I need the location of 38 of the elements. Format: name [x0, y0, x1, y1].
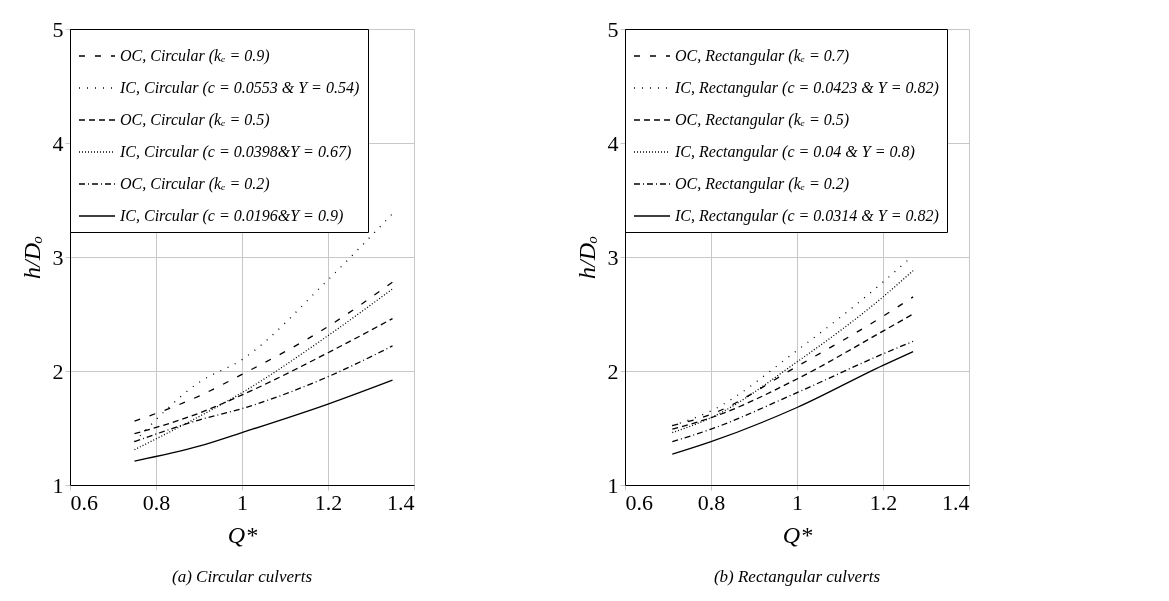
legend-label: IC, Circular (c = 0.0553 & Y = 0.54)	[119, 79, 360, 97]
legend-label: IC, Circular (c = 0.0398&Y = 0.67)	[119, 143, 352, 161]
x-tick-label: 0.8	[697, 489, 726, 515]
y-tick-label: 1	[52, 472, 64, 498]
y-tick-label: 4	[52, 130, 64, 156]
x-tick-label: 1	[237, 489, 248, 515]
x-tick-label: 1.4	[942, 489, 970, 515]
text: (a) Circular culverts	[171, 567, 313, 586]
y-axis-title: h/Dₒ	[573, 235, 600, 279]
y-tick-label: 2	[607, 358, 619, 384]
y-tick-label: 4	[607, 130, 619, 156]
y-tick-label: 3	[607, 244, 619, 270]
x-tick-label: 1.2	[869, 489, 898, 515]
x-tick-label: 1.2	[314, 489, 343, 515]
x-tick-label: 0.6	[625, 489, 653, 515]
legend-label: OC, Rectangular (kₑ = 0.7)	[675, 47, 850, 65]
text: (b) Rectangular culverts	[713, 567, 881, 586]
legend-label: IC, Rectangular (c = 0.04 & Y = 0.8)	[674, 143, 915, 161]
y-tick-label: 5	[607, 16, 619, 42]
y-tick-label: 1	[607, 472, 619, 498]
x-tick-label: 1.4	[387, 489, 415, 515]
legend-label: IC, Circular (c = 0.0196&Y = 0.9)	[119, 207, 344, 225]
legend-label: IC, Rectangular (c = 0.0314 & Y = 0.82)	[674, 207, 939, 225]
legend-label: OC, Circular (kₑ = 0.5)	[120, 111, 270, 129]
x-axis-title: Q*	[227, 521, 258, 548]
x-axis-title: Q*	[782, 521, 813, 548]
legend-label: OC, Circular (kₑ = 0.9)	[120, 47, 270, 65]
x-tick-label: 0.6	[70, 489, 98, 515]
x-tick-label: 1	[792, 489, 803, 515]
y-axis-title: h/Dₒ	[18, 235, 45, 279]
legend-label: OC, Rectangular (kₑ = 0.2)	[675, 175, 850, 193]
legend-label: OC, Circular (kₑ = 0.2)	[120, 175, 270, 193]
y-tick-label: 3	[52, 244, 64, 270]
y-tick-label: 5	[52, 16, 64, 42]
x-tick-label: 0.8	[142, 489, 171, 515]
legend-label: OC, Rectangular (kₑ = 0.5)	[675, 111, 850, 129]
y-tick-label: 2	[52, 358, 64, 384]
legend-label: IC, Rectangular (c = 0.0423 & Y = 0.82)	[674, 79, 939, 97]
